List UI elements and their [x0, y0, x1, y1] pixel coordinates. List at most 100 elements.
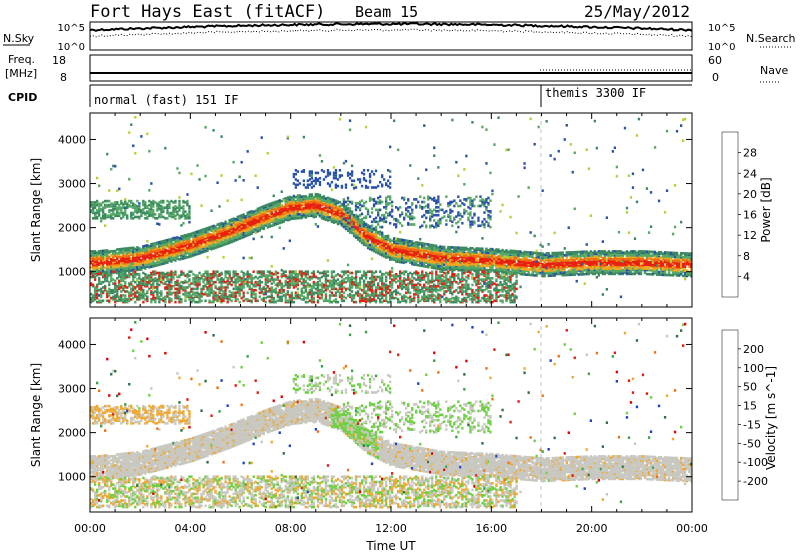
power-cell	[150, 279, 153, 283]
power-cell	[228, 227, 231, 230]
power-cell	[266, 214, 269, 217]
power-cell	[148, 262, 151, 265]
power-cell	[104, 258, 107, 262]
power-cell	[254, 212, 257, 215]
power-cell	[170, 280, 173, 284]
power-cell	[286, 290, 290, 293]
power-cell	[196, 300, 199, 304]
power-cell	[232, 270, 235, 273]
power-cell	[190, 244, 193, 247]
power-cell	[282, 288, 285, 292]
power-cell	[136, 265, 139, 269]
power-cell	[415, 198, 418, 201]
power-cell	[324, 292, 328, 296]
power-cell	[142, 259, 145, 263]
power-cell	[342, 217, 346, 221]
power-cell	[316, 270, 320, 273]
power-cell	[389, 186, 392, 189]
power-cell	[202, 236, 205, 239]
power-cell	[324, 203, 328, 207]
power-cell	[304, 186, 308, 189]
power-cell	[132, 262, 135, 265]
power-cell	[100, 259, 103, 262]
power-cell	[342, 212, 346, 216]
power-cell	[152, 270, 155, 273]
power-cell	[252, 218, 255, 221]
power-cell	[395, 244, 398, 247]
power-cell	[170, 292, 173, 296]
power-cell	[188, 279, 191, 283]
power-cell	[292, 182, 296, 185]
power-cell	[200, 204, 203, 207]
power-cell	[154, 217, 157, 220]
power-cell	[419, 278, 422, 281]
power-cell	[110, 213, 113, 216]
power-cell	[258, 287, 261, 291]
power-cell	[302, 203, 306, 206]
power-cell	[112, 295, 115, 299]
power-cell	[138, 277, 141, 280]
power-cell	[391, 274, 394, 277]
power-cell	[164, 252, 167, 256]
power-cell	[306, 210, 310, 214]
power-cell	[290, 282, 294, 285]
power-cell	[250, 277, 253, 280]
power-cell	[218, 290, 221, 293]
power-cell	[290, 270, 294, 273]
power-cell	[407, 282, 410, 285]
power-cell	[244, 225, 247, 229]
power-cell	[387, 212, 390, 216]
power-cell	[126, 255, 129, 258]
power-cell	[260, 298, 263, 301]
power-cell	[407, 239, 410, 243]
power-cell	[366, 270, 370, 273]
power-cell	[166, 291, 169, 295]
power-cell	[118, 203, 121, 207]
power-cell	[340, 282, 344, 285]
power-cell	[292, 300, 296, 304]
power-cell	[234, 283, 237, 287]
power-cell	[242, 218, 245, 222]
power-cell	[322, 299, 326, 303]
power-cell	[399, 206, 402, 209]
power-cell	[334, 291, 338, 295]
power-cell	[140, 290, 143, 294]
power-cell	[158, 255, 161, 259]
power-cell	[156, 278, 159, 281]
power-cell	[134, 291, 137, 295]
power-cell	[134, 207, 137, 211]
power-cell	[192, 277, 195, 280]
power-cell	[387, 255, 390, 259]
power-cell	[114, 298, 117, 301]
power-cell	[306, 300, 310, 304]
power-cell	[340, 279, 344, 283]
power-cell	[158, 240, 161, 244]
power-cell	[280, 282, 283, 285]
power-cell	[366, 241, 370, 244]
power-cell	[318, 154, 322, 157]
power-cell	[292, 283, 296, 287]
power-cell	[242, 277, 245, 280]
power-cell	[218, 273, 221, 276]
power-cell	[194, 274, 197, 277]
power-cell	[134, 266, 137, 269]
power-cell	[256, 215, 259, 218]
power-cell	[140, 214, 143, 217]
power-cell	[415, 291, 418, 295]
power-cell	[212, 292, 215, 296]
power-cell	[318, 296, 322, 300]
power-cell	[318, 201, 322, 205]
power-cell	[94, 266, 97, 269]
power-cell	[130, 246, 133, 250]
power-cell	[387, 202, 390, 205]
power-cell	[296, 207, 300, 211]
power-cell	[320, 217, 324, 220]
power-cell	[240, 227, 243, 230]
power-cell	[362, 223, 366, 226]
power-cell	[260, 287, 263, 291]
power-cell	[176, 242, 179, 246]
power-cell	[409, 164, 412, 167]
power-cell	[385, 242, 388, 246]
power-cell	[94, 278, 97, 281]
power-cell	[248, 256, 251, 260]
